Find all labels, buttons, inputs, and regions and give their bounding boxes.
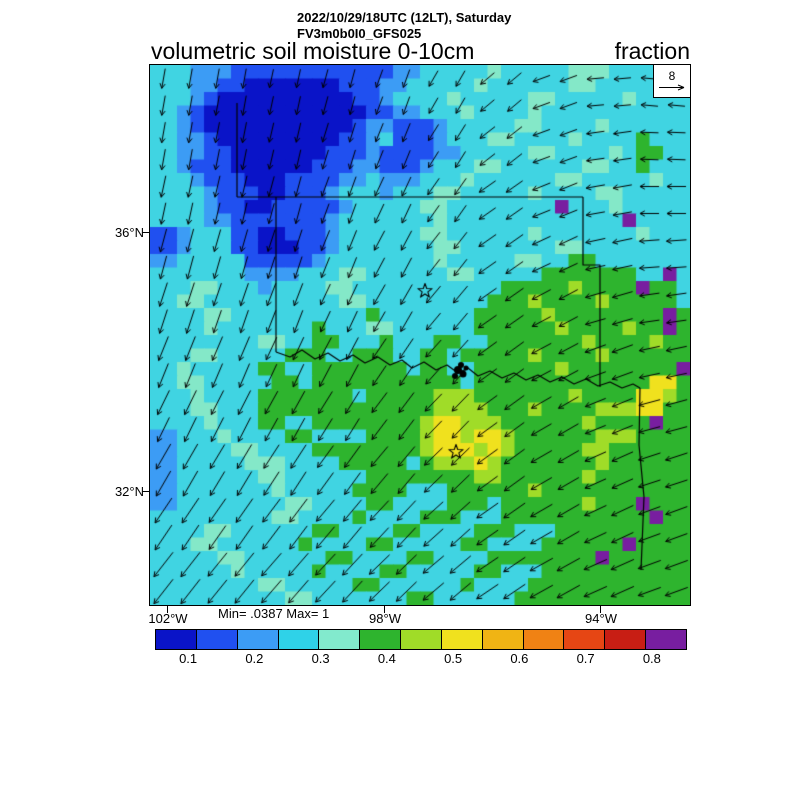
datetime-title: 2022/10/29/18UTC (12LT), Saturday — [297, 10, 512, 25]
lat-tick-32n — [142, 491, 150, 492]
lat-label-32n: 32°N — [114, 484, 144, 499]
colorbar-tick-labels: 0.1 0.2 0.3 0.4 0.5 0.6 0.7 0.8 — [155, 651, 685, 666]
colorbar-segment — [401, 630, 442, 649]
minmax-label: Min= .0387 Max= 1 — [218, 606, 330, 621]
chart-title: volumetric soil moisture 0-10cm — [151, 38, 475, 64]
colorbar-segment — [196, 630, 238, 649]
colorbar-tick-label: 0.7 — [576, 651, 595, 666]
units-label: fraction — [614, 38, 690, 64]
colorbar-tick-label: 0.4 — [377, 651, 396, 666]
colorbar — [155, 629, 687, 650]
colorbar-segment — [156, 630, 197, 649]
colorbar-tick-label: 0.5 — [444, 651, 463, 666]
lat-label-36n: 36°N — [114, 225, 144, 240]
colorbar-tick-label: 0.6 — [510, 651, 529, 666]
colorbar-segment — [646, 630, 686, 649]
reference-vector-box: 8 — [653, 65, 690, 98]
map-frame: 8 — [149, 64, 691, 606]
colorbar-segment — [319, 630, 361, 649]
colorbar-tick-label: 0.8 — [642, 651, 661, 666]
colorbar-segment — [605, 630, 647, 649]
lon-label-98w: 98°W — [369, 611, 401, 626]
lon-label-102w: 102°W — [148, 611, 188, 626]
lon-tick-98w — [384, 606, 385, 613]
soil-moisture-map-canvas — [150, 65, 690, 605]
reference-vector-arrow — [659, 84, 685, 91]
colorbar-segment — [278, 630, 320, 649]
colorbar-segment — [482, 630, 524, 649]
colorbar-segment — [237, 630, 279, 649]
colorbar-tick-label: 0.1 — [179, 651, 198, 666]
colorbar-segment — [564, 630, 606, 649]
colorbar-tick-label: 0.3 — [311, 651, 330, 666]
colorbar-tick-label: 0.2 — [245, 651, 264, 666]
lat-tick-36n — [142, 232, 150, 233]
lon-label-94w: 94°W — [585, 611, 617, 626]
reference-vector-value: 8 — [668, 69, 676, 83]
model-title: FV3m0b0I0_GFS025 — [297, 26, 422, 41]
lon-tick-94w — [600, 606, 601, 613]
lon-tick-102w — [167, 606, 168, 613]
colorbar-segment — [523, 630, 565, 649]
colorbar-segment — [360, 630, 402, 649]
colorbar-segment — [441, 630, 483, 649]
